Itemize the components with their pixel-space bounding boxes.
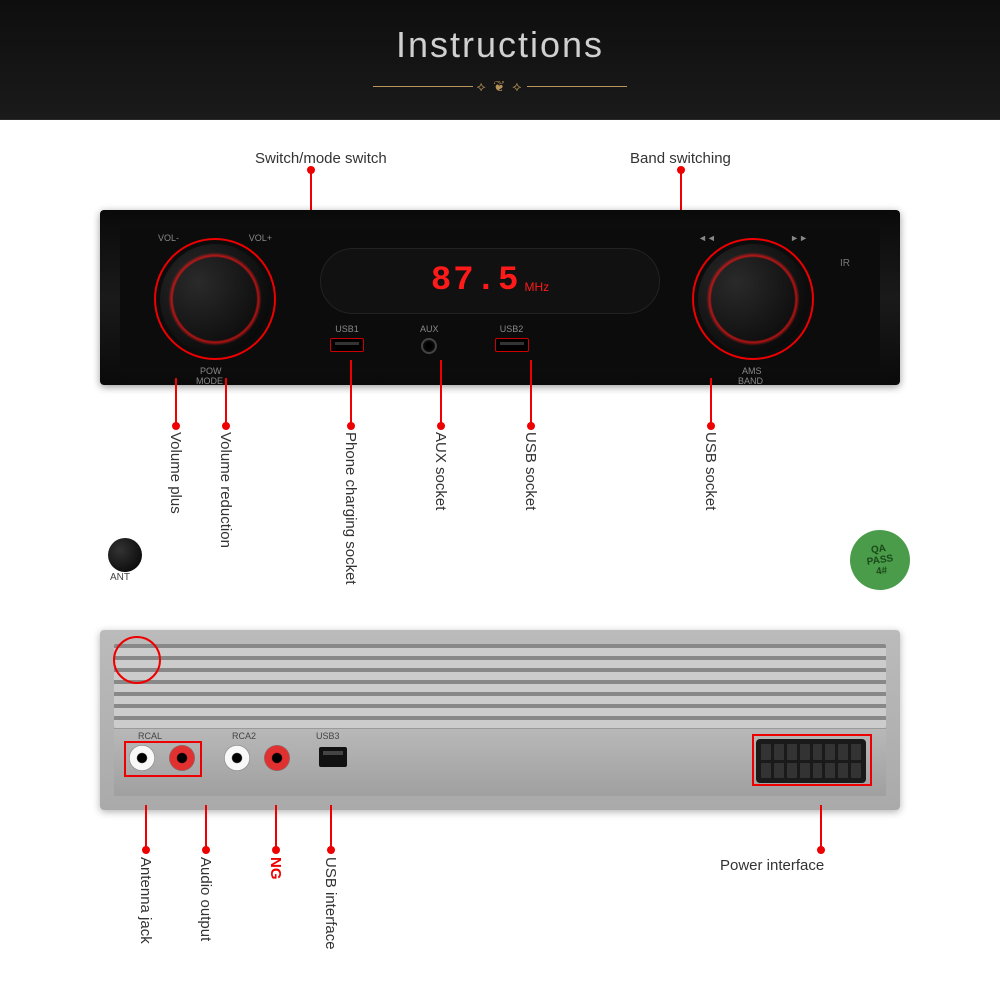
callout-dot <box>327 846 335 854</box>
header-banner: Instructions ⟡ ❦ ⟡ <box>0 0 1000 120</box>
knob-text-next: ►► <box>790 234 808 243</box>
callout-switch-mode: Switch/mode switch <box>255 150 387 167</box>
heatsink: ANT <box>114 644 886 728</box>
usb1-port[interactable] <box>330 338 364 352</box>
callout-line <box>275 805 277 850</box>
callout-ng: NG <box>267 857 284 880</box>
callout-dot <box>817 846 825 854</box>
callout-line <box>330 805 332 850</box>
callout-usb-interface: USB interface <box>322 857 339 950</box>
callout-dot <box>142 846 150 854</box>
title-ornament: ⟡ ❦ ⟡ <box>373 78 628 95</box>
rca-jack[interactable] <box>264 745 290 771</box>
band-knob[interactable]: ◄◄ ►► AMS BAND <box>698 244 808 354</box>
usb3-label: USB3 <box>316 731 340 741</box>
back-connector-row: RCAL RCA2 USB3 <box>114 728 886 796</box>
callout-line <box>440 360 442 426</box>
page-title: Instructions <box>396 24 604 66</box>
power-highlight <box>752 734 872 786</box>
antenna-jack[interactable] <box>108 538 142 572</box>
callout-power-interface: Power interface <box>720 857 824 874</box>
antenna-label: ANT <box>110 572 130 583</box>
callout-line <box>175 378 177 426</box>
usb1-label: USB1 <box>335 324 359 334</box>
rca-label: RCA2 <box>232 731 256 741</box>
ir-label: IR <box>840 258 850 269</box>
knob-text-volplus: VOL+ <box>249 234 272 243</box>
usb3-port[interactable] <box>319 747 347 767</box>
callout-line <box>205 805 207 850</box>
frequency-value: 87.5 <box>431 262 521 300</box>
stereo-face: VOL- VOL+ POW MODE 87.5 MHz USB1 AUX <box>120 228 880 367</box>
knob-text-pow: POW <box>200 367 222 376</box>
diagram-content: Switch/mode switch Band switching VOL- V… <box>0 120 1000 1000</box>
callout-line <box>820 805 822 850</box>
usb2-label: USB2 <box>500 324 524 334</box>
stereo-back-view: QA PASS 4# ANT RCAL RCA2 USB3 <box>100 630 900 810</box>
callout-dot <box>272 846 280 854</box>
callout-line <box>710 378 712 426</box>
callout-dot <box>527 422 535 430</box>
callout-dot <box>202 846 210 854</box>
aux-port[interactable] <box>421 338 437 354</box>
frequency-display: 87.5 MHz <box>320 248 660 314</box>
callout-line <box>145 805 147 850</box>
aux-label: AUX <box>420 324 439 334</box>
qa-pass-sticker: QA PASS 4# <box>846 526 914 594</box>
usb2-port[interactable] <box>495 338 529 352</box>
callout-usb-socket-2: USB socket <box>702 432 719 510</box>
callout-band-switching: Band switching <box>630 150 731 167</box>
callout-audio-output: Audio output <box>197 857 214 941</box>
rca-jack[interactable] <box>224 745 250 771</box>
knob-text-band: BAND <box>738 377 763 386</box>
qa-text: 4# <box>875 565 888 577</box>
callout-dot <box>707 422 715 430</box>
stereo-front-view: VOL- VOL+ POW MODE 87.5 MHz USB1 AUX <box>100 210 900 385</box>
callout-usb-socket-1: USB socket <box>522 432 539 510</box>
callout-volume-plus: Volume plus <box>167 432 184 514</box>
frequency-unit: MHz <box>524 280 549 294</box>
knob-text-ams: AMS <box>742 367 762 376</box>
callout-dot <box>437 422 445 430</box>
callout-dot <box>677 166 685 174</box>
callout-antenna-jack: Antenna jack <box>137 857 154 944</box>
callout-phone-charging: Phone charging socket <box>342 432 359 585</box>
volume-knob[interactable]: VOL- VOL+ POW MODE <box>160 244 270 354</box>
callout-dot <box>307 166 315 174</box>
rca-label: RCAL <box>138 731 162 741</box>
knob-text-mode: MODE <box>196 377 223 386</box>
callout-line <box>530 360 532 426</box>
rca-highlight <box>124 741 202 777</box>
callout-volume-reduction: Volume reduction <box>217 432 234 548</box>
callout-aux-socket: AUX socket <box>432 432 449 510</box>
callout-dot <box>347 422 355 430</box>
callout-dot <box>222 422 230 430</box>
port-row: USB1 AUX USB2 <box>330 324 529 354</box>
knob-text-volminus: VOL- <box>158 234 179 243</box>
callout-dot <box>172 422 180 430</box>
callout-line <box>350 360 352 426</box>
callout-line <box>225 378 227 426</box>
knob-text-prev: ◄◄ <box>698 234 716 243</box>
